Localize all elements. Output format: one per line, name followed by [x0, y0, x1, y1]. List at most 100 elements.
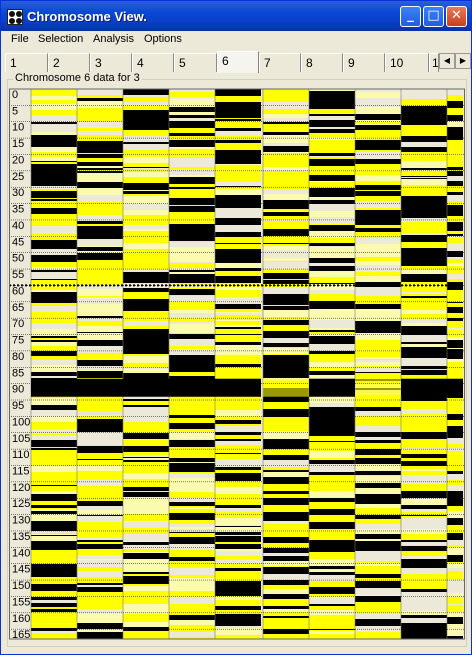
heatmap-cell: [77, 98, 123, 101]
heatmap-cell: [169, 406, 215, 412]
heatmap-cell: [123, 113, 169, 119]
heatmap-cell: [263, 371, 309, 378]
heatmap-cell: [447, 243, 463, 250]
tab-chromosome-1[interactable]: 1: [5, 53, 48, 72]
tab-chromosome-11[interactable]: 1: [429, 53, 439, 72]
heatmap-cell: [309, 156, 355, 157]
heatmap-cell: [309, 330, 355, 332]
tab-chromosome-8[interactable]: 8: [301, 53, 343, 72]
heatmap-cell: [169, 302, 215, 305]
heatmap-cell: [169, 258, 215, 262]
heatmap-cell: [169, 175, 215, 177]
tab-chromosome-9[interactable]: 9: [343, 53, 385, 72]
heatmap-cell: [77, 378, 123, 379]
heatmap-cell: [355, 159, 401, 164]
heatmap-cell: [401, 534, 447, 540]
title-bar[interactable]: Chromosome View. _ □ ✕: [1, 1, 471, 31]
minimize-button[interactable]: _: [400, 6, 421, 27]
heatmap-cell: [31, 201, 77, 208]
heatmap-cell: [401, 326, 447, 329]
heatmap-cell: [77, 542, 123, 544]
heatmap-cell: [31, 297, 77, 303]
heatmap-cell: [447, 337, 463, 340]
tab-chromosome-2[interactable]: 2: [48, 53, 90, 72]
heatmap-cell: [123, 194, 169, 196]
menu-options[interactable]: Options: [144, 33, 182, 45]
tab-chromosome-3[interactable]: 3: [90, 53, 132, 72]
heatmap-cell: [263, 629, 309, 634]
heatmap-cell: [169, 487, 215, 492]
heatmap-cell: [123, 535, 169, 538]
tab-chromosome-6[interactable]: 6: [217, 51, 259, 73]
heatmap-cell: [169, 107, 215, 108]
menu-analysis[interactable]: Analysis: [93, 33, 134, 45]
heatmap-cell: [263, 212, 309, 216]
heatmap-cell: [309, 629, 355, 630]
heatmap-cell: [401, 233, 447, 235]
heatmap-cell: [447, 121, 463, 127]
heatmap-cell: [169, 198, 215, 205]
heatmap-cell: [77, 538, 123, 540]
heatmap-cell: [355, 471, 401, 475]
heatmap-cell: [263, 566, 309, 567]
heatmap-cell: [77, 326, 123, 332]
heatmap-cell: [447, 296, 463, 298]
heatmap-cell: [309, 133, 355, 137]
heatmap-cell: [215, 215, 261, 218]
tab-chromosome-4[interactable]: 4: [132, 53, 174, 72]
heatmap-cell: [263, 530, 309, 535]
heatmap-cell: [77, 246, 123, 247]
heatmap-cell: [447, 143, 463, 146]
heatmap-cell: [263, 512, 309, 516]
heatmap-cell: [309, 572, 355, 575]
tab-scroll-left-button[interactable]: ◀: [439, 53, 455, 69]
heatmap-cell: [401, 618, 447, 623]
heatmap-cell: [31, 340, 77, 342]
heatmap-cell: [263, 229, 309, 236]
tab-scroll-right-button[interactable]: ▶: [455, 53, 471, 69]
tab-chromosome-10[interactable]: 10: [385, 53, 429, 72]
tab-chromosome-7[interactable]: 7: [259, 53, 301, 72]
menu-file[interactable]: File: [11, 33, 29, 45]
chromosome-heatmap[interactable]: 0 5 10 15 20 25 30 35 40 45 50 55 60 65 70 75 80 85 90 95 10…: [9, 87, 465, 643]
heatmap-cell: [77, 606, 123, 609]
heatmap-cell: [215, 297, 261, 304]
heatmap-cell: [447, 186, 463, 192]
heatmap-cell: [401, 171, 447, 176]
heatmap-cell: [401, 461, 447, 466]
heatmap-cell: [31, 422, 77, 429]
y-tick-label: 35: [12, 204, 24, 216]
heatmap-cell: [447, 140, 463, 143]
heatmap-cell: [77, 115, 123, 122]
heatmap-cell: [447, 238, 463, 243]
heatmap-cell: [31, 541, 77, 548]
menu-selection[interactable]: Selection: [38, 33, 84, 45]
y-tick-label: 135: [12, 531, 30, 543]
heatmap-cell: [447, 167, 463, 170]
heatmap-cell: [309, 89, 355, 91]
heatmap-cell: [401, 499, 447, 500]
heatmap-cell: [355, 304, 401, 309]
heatmap-cell: [169, 479, 215, 481]
heatmap-cell: [215, 243, 261, 244]
y-tick-label: 95: [12, 400, 24, 412]
close-button[interactable]: ✕: [446, 6, 467, 27]
heatmap-cell: [309, 581, 355, 587]
heatmap-cell: [169, 568, 215, 575]
heatmap-cell: [215, 424, 261, 426]
heatmap-cell: [447, 506, 463, 510]
heatmap-cell: [215, 563, 261, 568]
heatmap-cell: [123, 452, 169, 454]
heatmap-cell: [169, 169, 215, 175]
heatmap-cell: [123, 272, 169, 277]
heatmap-cell: [447, 574, 463, 579]
heatmap-cell: [263, 540, 309, 543]
heatmap-cell: [77, 486, 123, 493]
tab-chromosome-5[interactable]: 5: [174, 53, 217, 72]
heatmap-cell: [77, 555, 123, 559]
heatmap-cell: [309, 604, 355, 606]
heatmap-cell: [309, 631, 355, 634]
heatmap-band: [215, 378, 261, 397]
heatmap-cell: [447, 127, 463, 132]
maximize-button[interactable]: □: [423, 6, 444, 27]
